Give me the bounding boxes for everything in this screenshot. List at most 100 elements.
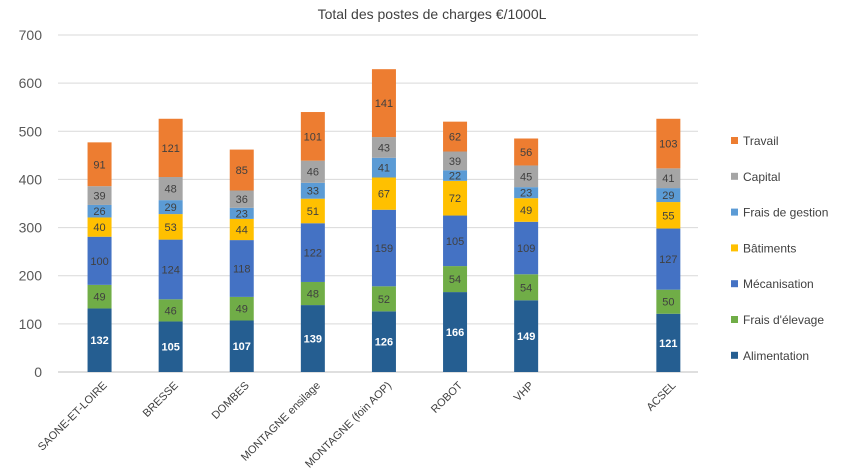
data-label: 54 xyxy=(520,282,532,294)
data-label: 122 xyxy=(304,248,322,260)
bar-segment xyxy=(158,200,183,215)
bar-segment xyxy=(514,300,539,372)
bar-segment xyxy=(371,137,396,158)
legend-swatch xyxy=(731,172,738,180)
bar-segment xyxy=(229,207,254,219)
bar-segment xyxy=(514,187,539,199)
data-label: 126 xyxy=(375,337,393,349)
data-label: 39 xyxy=(449,156,461,168)
legend-label: Alimentation xyxy=(743,349,809,363)
legend: Travail Capital Frais de gestion Bâtiments M… xyxy=(731,134,828,363)
bar-segment xyxy=(656,188,681,203)
bar-segment xyxy=(656,289,681,314)
y-tick-label: 0 xyxy=(34,364,42,380)
bar-segment xyxy=(443,170,468,181)
x-category-label: MONTAGNE ensilage xyxy=(239,380,323,464)
data-label: 48 xyxy=(165,184,177,196)
data-label: 124 xyxy=(161,264,179,276)
y-tick-label: 200 xyxy=(19,268,43,284)
bar-segment xyxy=(656,228,681,290)
legend-item: Bâtiments xyxy=(731,241,796,255)
bar-segment xyxy=(514,165,539,188)
bar-segment xyxy=(87,308,112,372)
data-label: 121 xyxy=(659,338,677,350)
data-label: 56 xyxy=(520,147,532,159)
data-label: 33 xyxy=(307,186,319,198)
bar-segment xyxy=(158,239,183,300)
data-label: 44 xyxy=(236,224,248,236)
legend-label: Capital xyxy=(743,170,780,184)
data-label: 41 xyxy=(378,163,390,175)
data-label: 149 xyxy=(517,331,535,343)
data-label: 39 xyxy=(93,191,105,203)
data-label: 85 xyxy=(236,165,248,177)
legend-swatch xyxy=(731,316,738,323)
bar-segment xyxy=(87,236,112,285)
data-label: 23 xyxy=(236,208,248,220)
data-label: 45 xyxy=(520,171,532,183)
data-label: 105 xyxy=(446,236,464,248)
bar-segment xyxy=(300,198,325,224)
data-label: 62 xyxy=(449,132,461,144)
bar-segment xyxy=(514,138,539,166)
bar-segment xyxy=(443,292,468,372)
bar-segment xyxy=(158,118,183,178)
bar-segment xyxy=(158,214,183,240)
legend-label: Frais de gestion xyxy=(743,206,828,220)
bar-segment xyxy=(300,182,325,199)
data-label: 40 xyxy=(93,222,105,234)
data-label: 54 xyxy=(449,274,461,286)
data-label: 49 xyxy=(93,292,105,304)
bar-segment xyxy=(87,284,112,309)
x-category-label: ROBOT xyxy=(429,379,465,415)
data-label: 23 xyxy=(520,188,532,200)
legend-label: Bâtiments xyxy=(743,241,796,255)
legend-swatch xyxy=(731,208,738,216)
data-label: 22 xyxy=(449,171,461,183)
data-label: 48 xyxy=(307,289,319,301)
bar-segment xyxy=(514,198,539,222)
bar-segment xyxy=(87,142,112,187)
legend-label: Frais d'élevage xyxy=(743,313,824,327)
data-label: 49 xyxy=(520,205,532,217)
x-category-label: SAONE-ET-LOIRE xyxy=(36,380,110,454)
bars: 132 49 100 40 26 39 91 105 46 124 53 29 48 121 107 49 11… xyxy=(87,69,681,372)
x-category-label: VHP xyxy=(512,380,536,404)
legend-label: Travail xyxy=(743,134,779,148)
bar-segment xyxy=(656,118,681,169)
data-label: 139 xyxy=(304,334,322,346)
data-label: 121 xyxy=(161,143,179,155)
bar-segment xyxy=(300,160,325,183)
data-label: 53 xyxy=(165,222,177,234)
y-tick-label: 100 xyxy=(19,316,43,332)
data-label: 26 xyxy=(93,206,105,218)
legend-item: Frais de gestion xyxy=(731,206,828,220)
bar-segment xyxy=(443,151,468,171)
bar-segment xyxy=(87,217,112,237)
legend-swatch xyxy=(731,244,738,252)
data-label: 46 xyxy=(165,305,177,317)
data-label: 46 xyxy=(307,167,319,179)
bar-segment xyxy=(158,177,183,201)
legend-item: Capital xyxy=(731,170,780,184)
legend-item: Alimentation xyxy=(731,349,809,363)
data-label: 159 xyxy=(375,243,393,255)
bar-segment xyxy=(300,281,325,306)
y-tick-label: 700 xyxy=(19,27,43,43)
bar-segment xyxy=(371,311,396,372)
bar-segment xyxy=(229,190,254,208)
data-label: 51 xyxy=(307,206,319,218)
bar-segment xyxy=(300,305,325,372)
legend-swatch xyxy=(731,351,738,359)
data-label: 29 xyxy=(662,190,674,202)
data-label: 132 xyxy=(90,335,108,347)
bar-segment xyxy=(443,266,468,293)
legend-item: Travail xyxy=(731,134,779,148)
legend-item: Mécanisation xyxy=(731,277,814,291)
bar-segment xyxy=(656,168,681,189)
data-label: 127 xyxy=(659,254,677,266)
bar-segment xyxy=(158,321,183,372)
bar-segment xyxy=(87,204,112,218)
